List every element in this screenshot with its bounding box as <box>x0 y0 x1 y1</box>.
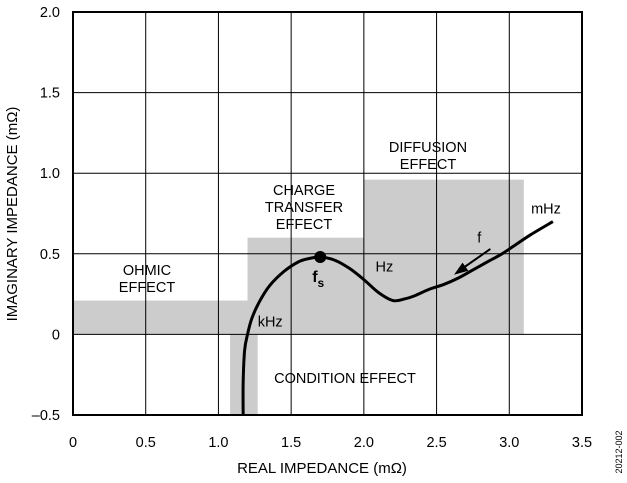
fs-label-sub: s <box>318 276 325 290</box>
y-tick-label: 2.0 <box>40 5 60 21</box>
y-tick-label: 1.5 <box>40 86 60 102</box>
region-2-shade <box>363 179 524 335</box>
frequency-arrow-head <box>454 262 469 275</box>
y-tick-label: 1.0 <box>40 166 60 182</box>
fs-label-main: f <box>312 269 318 286</box>
x-tick-label: 2.0 <box>354 435 374 451</box>
grid-lines <box>72 11 583 416</box>
x-tick-label: 1.0 <box>208 435 228 451</box>
tick-labels: 0 0.5 1.0 1.5 2.0 2.5 3.0 3.5 –0.5 0 0.5 1.0 1.5 2.0 <box>32 5 592 451</box>
plot-frame <box>72 11 583 416</box>
x-axis-label: REAL IMPEDANCE (mΩ) <box>237 460 407 477</box>
y-tick-label: 0.5 <box>40 247 60 263</box>
figure-id-note: 20212-002 <box>614 430 624 473</box>
region-label-line: OHMIC <box>123 263 171 279</box>
region-label-line: TRANSFER <box>265 200 343 216</box>
x-tick-label: 3.5 <box>572 435 592 451</box>
region-label-line: CONDITION EFFECT <box>274 371 416 387</box>
x-tick-label: 0 <box>69 435 77 451</box>
frequency-arrow-shaft <box>461 248 491 270</box>
region-label-line: DIFFUSION <box>389 140 467 156</box>
annotation-label: Hz <box>375 260 393 276</box>
y-tick-label: –0.5 <box>32 408 60 424</box>
x-tick-label: 3.0 <box>499 435 519 451</box>
region-label-line: CHARGE <box>273 183 335 199</box>
region-labels: OHMICEFFECTCHARGETRANSFEREFFECTDIFFUSION… <box>119 140 467 387</box>
fs-label: fs <box>312 269 324 290</box>
y-tick-label: 0 <box>52 327 60 343</box>
region-label-line: EFFECT <box>119 280 176 296</box>
annotation-label: f <box>477 231 482 247</box>
region-0-shade <box>73 300 248 335</box>
impedance-curve-series <box>241 220 554 416</box>
impedance-curve <box>241 220 554 416</box>
x-tick-label: 1.5 <box>281 435 301 451</box>
annotation-label: kHz <box>258 314 283 330</box>
region-label-line: EFFECT <box>276 217 333 233</box>
region-label-line: EFFECT <box>400 157 457 173</box>
y-axis-label: IMAGINARY IMPEDANCE (mΩ) <box>4 107 21 322</box>
fs-marker-point <box>314 251 327 264</box>
x-tick-label: 0.5 <box>136 435 156 451</box>
annotation-label: mHz <box>531 202 561 218</box>
x-tick-label: 2.5 <box>426 435 446 451</box>
